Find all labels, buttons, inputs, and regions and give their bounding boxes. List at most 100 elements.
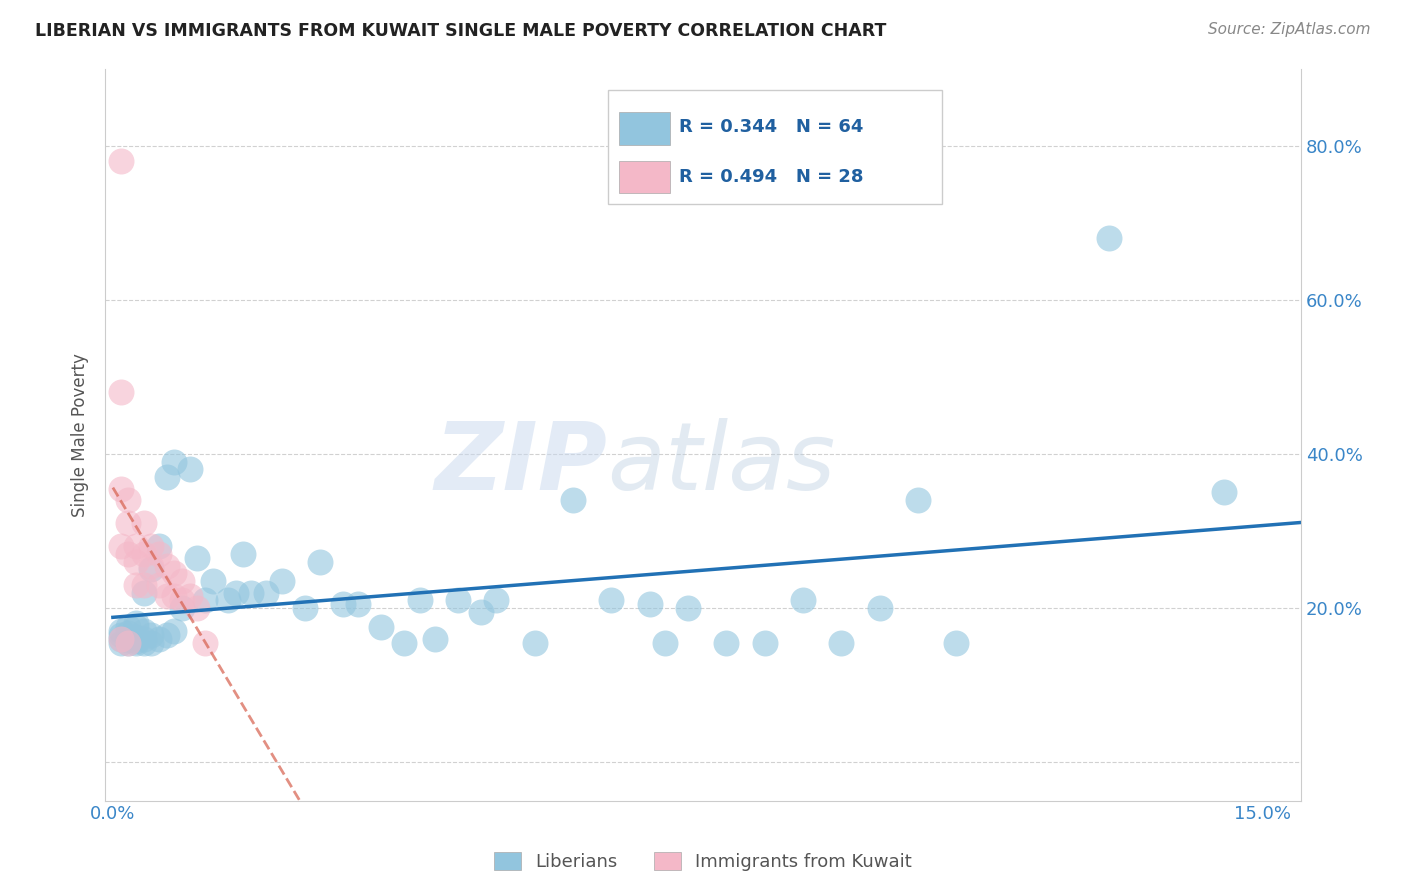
Point	[125, 555, 148, 569]
Point	[163, 590, 186, 604]
Point	[125, 630, 148, 644]
Point	[148, 578, 170, 592]
Point	[117, 635, 139, 649]
Point	[110, 628, 132, 642]
Point	[347, 597, 370, 611]
Point	[117, 625, 139, 640]
Point	[907, 493, 929, 508]
Point	[294, 601, 316, 615]
Point	[141, 539, 163, 553]
Point	[447, 593, 470, 607]
Point	[132, 632, 155, 646]
Point	[155, 590, 177, 604]
Point	[141, 635, 163, 649]
Point	[1213, 485, 1236, 500]
Point	[239, 585, 262, 599]
Text: Source: ZipAtlas.com: Source: ZipAtlas.com	[1208, 22, 1371, 37]
Point	[125, 620, 148, 634]
Text: atlas: atlas	[607, 418, 835, 509]
Point	[155, 558, 177, 573]
Point	[186, 601, 208, 615]
Point	[225, 585, 247, 599]
Point	[117, 635, 139, 649]
Point	[125, 634, 148, 648]
Point	[201, 574, 224, 588]
Point	[423, 632, 446, 646]
Point	[117, 547, 139, 561]
Point	[110, 624, 132, 638]
Point	[217, 593, 239, 607]
Point	[110, 632, 132, 646]
Point	[754, 635, 776, 649]
Point	[392, 635, 415, 649]
Point	[232, 547, 254, 561]
Point	[170, 574, 193, 588]
Point	[830, 635, 852, 649]
Point	[714, 635, 737, 649]
Point	[141, 558, 163, 573]
Point	[869, 601, 891, 615]
Point	[179, 462, 201, 476]
FancyBboxPatch shape	[607, 90, 942, 204]
Point	[523, 635, 546, 649]
Text: R = 0.494   N = 28: R = 0.494 N = 28	[679, 168, 863, 186]
Point	[148, 539, 170, 553]
FancyBboxPatch shape	[620, 161, 669, 193]
Point	[132, 516, 155, 531]
Point	[485, 593, 508, 607]
Point	[155, 470, 177, 484]
Text: LIBERIAN VS IMMIGRANTS FROM KUWAIT SINGLE MALE POVERTY CORRELATION CHART: LIBERIAN VS IMMIGRANTS FROM KUWAIT SINGL…	[35, 22, 887, 40]
Point	[141, 628, 163, 642]
Point	[163, 454, 186, 468]
Point	[110, 153, 132, 168]
Point	[254, 585, 277, 599]
Point	[110, 635, 132, 649]
Point	[110, 482, 132, 496]
Point	[141, 562, 163, 576]
Point	[117, 493, 139, 508]
Point	[132, 578, 155, 592]
Point	[309, 555, 332, 569]
Point	[170, 601, 193, 615]
Point	[125, 539, 148, 553]
Point	[408, 593, 430, 607]
Point	[132, 585, 155, 599]
Legend: Liberians, Immigrants from Kuwait: Liberians, Immigrants from Kuwait	[486, 845, 920, 879]
Point	[1098, 231, 1121, 245]
Point	[163, 566, 186, 581]
Text: ZIP: ZIP	[434, 417, 607, 510]
Point	[332, 597, 354, 611]
FancyBboxPatch shape	[620, 112, 669, 145]
Point	[270, 574, 292, 588]
Point	[132, 624, 155, 638]
Point	[110, 539, 132, 553]
Point	[132, 635, 155, 649]
Point	[110, 385, 132, 400]
Point	[676, 601, 699, 615]
Text: R = 0.344   N = 64: R = 0.344 N = 64	[679, 118, 863, 136]
Point	[470, 605, 492, 619]
Point	[945, 635, 967, 649]
Point	[148, 547, 170, 561]
Point	[155, 628, 177, 642]
Point	[148, 632, 170, 646]
Point	[194, 635, 217, 649]
Point	[194, 593, 217, 607]
Point	[654, 635, 676, 649]
Point	[370, 620, 392, 634]
Point	[117, 620, 139, 634]
Point	[132, 547, 155, 561]
Point	[561, 493, 583, 508]
Point	[600, 593, 623, 607]
Point	[170, 593, 193, 607]
Point	[792, 593, 814, 607]
Point	[125, 635, 148, 649]
Point	[179, 590, 201, 604]
Point	[125, 578, 148, 592]
Point	[117, 516, 139, 531]
Point	[186, 550, 208, 565]
Point	[125, 616, 148, 631]
Point	[163, 624, 186, 638]
Point	[117, 633, 139, 648]
Y-axis label: Single Male Poverty: Single Male Poverty	[72, 352, 89, 516]
